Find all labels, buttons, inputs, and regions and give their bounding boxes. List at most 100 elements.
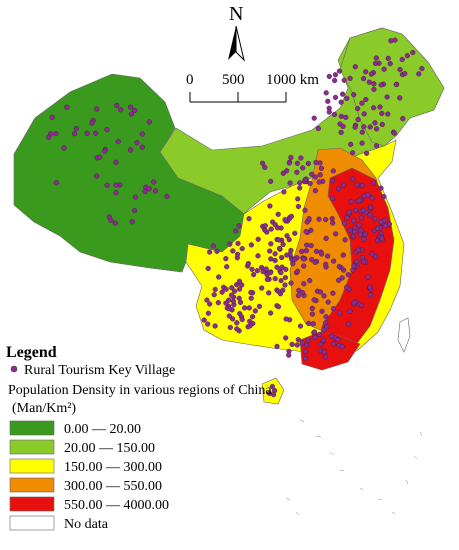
village-point	[397, 95, 403, 101]
village-point	[292, 230, 298, 236]
village-point	[358, 215, 365, 221]
village-point	[359, 129, 365, 135]
village-point	[359, 183, 365, 189]
village-point	[61, 145, 67, 151]
village-point	[267, 248, 273, 254]
village-point	[131, 207, 138, 214]
village-point	[379, 235, 385, 241]
village-point	[332, 72, 339, 78]
village-point	[341, 77, 347, 83]
legend-density-unit: (Man/Km²)	[12, 401, 76, 416]
village-point	[317, 289, 324, 295]
village-point	[295, 196, 301, 202]
village-point	[164, 193, 170, 200]
village-point	[361, 124, 367, 130]
village-point	[350, 176, 356, 182]
village-point	[331, 111, 338, 118]
village-point	[297, 323, 304, 329]
village-point	[319, 308, 325, 314]
village-point	[367, 284, 373, 290]
village-point	[336, 277, 342, 283]
village-point	[212, 286, 218, 293]
village-point	[262, 223, 268, 229]
legend-class-swatch	[9, 496, 55, 512]
village-point	[306, 216, 312, 222]
village-point	[400, 115, 406, 122]
village-point	[201, 317, 207, 323]
village-point	[215, 300, 221, 306]
village-point	[233, 228, 239, 234]
village-point	[53, 180, 59, 186]
village-point	[358, 302, 365, 308]
village-point	[352, 64, 358, 70]
village-point	[311, 329, 318, 335]
village-point	[333, 231, 339, 237]
village-point	[237, 286, 243, 292]
village-point	[397, 66, 403, 73]
village-point	[272, 222, 278, 228]
village-point	[230, 298, 237, 304]
village-point	[248, 295, 254, 301]
village-point	[214, 248, 220, 254]
village-point	[262, 164, 268, 171]
village-point	[351, 92, 357, 98]
village-point	[322, 354, 329, 360]
legend-village-symbol	[10, 365, 18, 373]
village-point	[366, 79, 372, 85]
village-point	[317, 172, 323, 178]
village-point	[361, 111, 367, 117]
village-point	[372, 216, 378, 222]
village-point	[232, 288, 238, 294]
village-point	[311, 297, 317, 303]
legend-density-title: Population Density in various regions of…	[8, 383, 272, 398]
village-point	[391, 130, 398, 136]
village-point	[276, 245, 283, 252]
village-point	[49, 114, 55, 120]
village-point	[146, 186, 152, 192]
village-point	[268, 241, 274, 247]
village-point	[205, 310, 212, 316]
village-point	[89, 120, 95, 126]
village-point	[286, 352, 292, 358]
village-point	[267, 203, 273, 209]
legend-classes: 0.00 — 20.00 20.00 — 150.00 150.00 — 300.0…	[9, 420, 169, 532]
village-point	[227, 324, 233, 331]
village-point	[358, 231, 364, 238]
village-point	[347, 308, 353, 315]
village-point	[281, 189, 287, 195]
village-point	[350, 233, 357, 239]
village-point	[410, 49, 416, 56]
village-point	[374, 126, 380, 132]
village-point	[404, 53, 411, 59]
village-point	[339, 275, 345, 281]
village-point	[302, 207, 308, 213]
village-point	[288, 154, 294, 161]
village-point	[286, 160, 292, 166]
village-point	[312, 259, 318, 265]
village-point	[146, 119, 153, 125]
village-point	[248, 242, 255, 248]
village-point	[272, 276, 278, 282]
village-point	[289, 341, 295, 348]
village-point	[340, 91, 346, 97]
village-point	[283, 316, 289, 322]
village-point	[326, 109, 332, 115]
village-point	[344, 284, 350, 290]
village-point	[227, 241, 233, 247]
village-point	[239, 246, 245, 252]
village-point	[340, 123, 346, 130]
village-point	[347, 75, 353, 82]
village-point	[339, 344, 345, 350]
legend-class-label: 20.00 — 150.00	[64, 441, 155, 456]
village-point	[250, 314, 256, 320]
village-point	[299, 248, 305, 255]
village-point	[367, 212, 373, 218]
village-point	[346, 321, 352, 327]
village-point	[353, 207, 359, 214]
village-point	[386, 221, 393, 227]
village-point	[212, 323, 218, 329]
village-point	[321, 293, 327, 299]
village-point	[235, 240, 241, 247]
village-point	[351, 218, 357, 224]
